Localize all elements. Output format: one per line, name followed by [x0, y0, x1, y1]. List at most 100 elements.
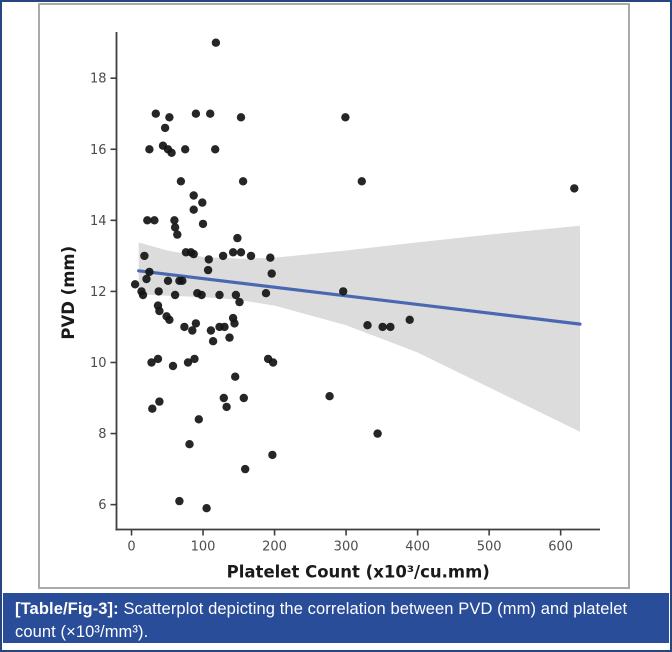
x-tick-label: 400	[405, 540, 430, 555]
scatter-point	[405, 315, 414, 324]
scatter-point	[570, 184, 579, 193]
x-tick-label: 100	[191, 540, 216, 555]
scatter-point	[225, 333, 234, 342]
scatter-point	[143, 216, 152, 225]
scatter-point	[167, 148, 176, 157]
scatter-point	[211, 145, 220, 154]
scatter-point	[266, 253, 275, 262]
scatter-point	[228, 248, 238, 257]
scatter-point	[238, 177, 248, 186]
scatter-point	[236, 248, 246, 257]
x-axis-title: Platelet Count (x10³/cu.mm)	[227, 563, 490, 582]
scatter-point	[198, 219, 208, 229]
scatter-point	[246, 251, 256, 261]
scatter-point	[145, 267, 154, 277]
scatter-point	[218, 251, 228, 261]
x-tick-label: 600	[548, 540, 573, 555]
y-tick-label: 12	[90, 285, 107, 300]
scatter-point	[170, 290, 180, 300]
scatter-point	[235, 297, 244, 307]
scatter-point	[176, 177, 186, 186]
scatter-point	[150, 216, 159, 225]
x-tick-label: 200	[262, 540, 287, 555]
scatter-point	[154, 287, 163, 296]
scatter-point	[194, 415, 203, 424]
scatter-point	[163, 276, 173, 285]
figure-panel: 0 100 200 300 400 500 600 6 8 10 12 14 16 18 Platelet …	[38, 3, 630, 589]
scatter-point	[189, 205, 198, 214]
scatter-point	[183, 358, 193, 367]
scatter-point	[239, 393, 248, 403]
scatter-point	[231, 290, 241, 300]
scatter-point	[202, 504, 211, 513]
scatter-point	[173, 230, 182, 239]
scatter-point	[206, 326, 216, 335]
scatter-point	[363, 321, 372, 330]
scatter-point	[188, 326, 197, 335]
scatter-point	[203, 265, 213, 275]
scatter-point	[181, 145, 190, 154]
scatterplot: 0 100 200 300 400 500 600 6 8 10 12 14 16 18 Platelet …	[59, 32, 600, 582]
scatter-point	[148, 404, 157, 413]
scatter-point	[236, 113, 246, 122]
y-axis-title: PVD (mm)	[59, 246, 78, 340]
scatter-point	[155, 397, 164, 406]
scatter-point	[241, 464, 250, 474]
scatter-point	[153, 354, 163, 364]
scatter-point	[378, 322, 387, 332]
scatter-point	[222, 402, 231, 412]
figure-caption: [Table/Fig-3]: Scatterplot depicting the…	[3, 593, 669, 643]
scatter-point	[191, 319, 201, 328]
scatter-point	[151, 109, 160, 118]
scatter-point	[168, 361, 178, 371]
scatter-point	[220, 322, 229, 332]
scatter-point	[219, 393, 228, 403]
x-tick-label: 500	[477, 540, 502, 555]
y-tick-label: 14	[90, 214, 107, 229]
scatter-point	[138, 290, 148, 300]
scatter-point	[198, 198, 207, 207]
scatter-point	[215, 290, 224, 300]
scatter-point	[147, 358, 156, 367]
x-tick-label: 300	[334, 540, 359, 555]
confidence-band	[138, 225, 580, 432]
scatter-point	[165, 315, 174, 324]
scatter-point	[339, 287, 348, 296]
y-tick-label: 10	[90, 356, 107, 371]
scatter-point	[325, 392, 334, 401]
scatter-point	[142, 274, 151, 284]
scatter-point	[185, 440, 194, 449]
y-tick-label: 16	[90, 143, 107, 158]
scatter-point	[386, 322, 395, 332]
caption-tag: [Table/Fig-3]:	[15, 600, 119, 618]
scatter-point	[357, 177, 366, 186]
scatter-point	[373, 429, 382, 438]
caption-text: Scatterplot depicting the correlation be…	[15, 600, 628, 641]
scatter-point	[197, 290, 206, 300]
y-tick-label: 8	[98, 427, 106, 442]
scatter-point	[211, 38, 221, 47]
scatter-point	[189, 191, 198, 200]
scatter-point	[170, 223, 180, 232]
scatter-point	[261, 289, 271, 298]
scatter-point	[206, 109, 215, 118]
scatter-point	[178, 276, 187, 285]
scatter-point	[268, 358, 278, 367]
scatter-point	[190, 354, 199, 364]
scatter-point	[160, 123, 170, 133]
scatter-point	[165, 113, 174, 122]
scatter-point	[180, 322, 189, 332]
scatter-point	[228, 313, 238, 323]
scatter-point	[145, 145, 154, 154]
scatter-point	[341, 113, 350, 122]
scatter-point	[268, 450, 277, 460]
scatter-point	[140, 251, 149, 261]
y-tick-label: 6	[98, 498, 106, 513]
scatter-point	[175, 496, 184, 506]
scatter-point	[189, 249, 198, 259]
scatter-point	[208, 337, 218, 346]
scatter-point	[130, 280, 140, 289]
x-tick-label: 0	[127, 540, 135, 555]
regression-line	[137, 269, 582, 326]
